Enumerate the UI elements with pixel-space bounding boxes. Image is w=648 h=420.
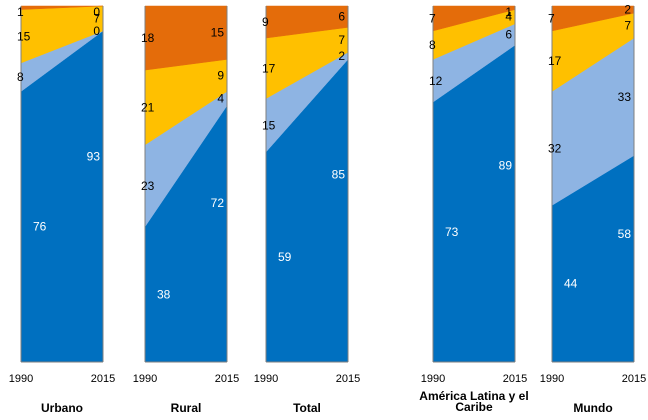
value-label: 8: [429, 38, 436, 52]
value-label: 9: [262, 15, 269, 29]
value-label: 7: [548, 11, 555, 25]
year-tick-label: 2015: [91, 373, 115, 385]
panel-title: Rural: [171, 401, 202, 415]
panel-title: América Latina y el Caribe: [419, 389, 528, 414]
value-label: 23: [141, 179, 155, 193]
value-label: 1: [505, 5, 512, 19]
panel-title: Total: [293, 401, 321, 415]
panel-title: Urbano: [41, 401, 83, 415]
panel-urbano: 76 93 8 0 15 7 1 0 1990 2015 Urbano: [9, 5, 115, 415]
year-tick-label: 2015: [622, 373, 646, 385]
value-label: 32: [548, 141, 562, 155]
value-label: 89: [499, 159, 513, 173]
value-label: 93: [87, 150, 101, 164]
value-label: 2: [624, 3, 631, 17]
value-label: 33: [618, 90, 632, 104]
value-label: 6: [505, 27, 512, 41]
value-label: 12: [429, 74, 443, 88]
value-label: 18: [141, 31, 155, 45]
value-label: 59: [278, 250, 292, 264]
value-label: 1: [17, 5, 24, 19]
value-label: 4: [217, 92, 224, 106]
value-label: 44: [564, 277, 578, 291]
year-tick-label: 1990: [133, 373, 157, 385]
value-label: 2: [338, 49, 345, 63]
value-label: 85: [332, 167, 346, 181]
value-label: 58: [618, 227, 632, 241]
panel-title: Mundo: [573, 401, 612, 415]
year-tick-label: 1990: [9, 373, 33, 385]
value-label: 17: [548, 54, 562, 68]
panel-mundo: 44 58 32 33 17 7 7 2 1990 2015 Mundo: [540, 3, 646, 415]
value-label: 9: [217, 68, 224, 82]
year-tick-label: 2015: [215, 373, 239, 385]
value-label: 4: [505, 10, 512, 24]
value-label: 7: [624, 19, 631, 33]
value-label: 7: [429, 11, 436, 25]
value-label: 15: [17, 29, 31, 43]
value-label: 38: [157, 287, 171, 301]
year-tick-label: 1990: [540, 373, 564, 385]
value-label: 0: [93, 24, 100, 38]
value-label: 72: [211, 196, 225, 210]
panel-america-latina-y-el-caribe: 73 89 12 6 8 4 7 1 1990 2015 América Latina y el Ca…: [419, 5, 528, 414]
value-label: 21: [141, 100, 155, 114]
value-label: 6: [338, 10, 345, 24]
value-label: 15: [211, 26, 225, 40]
year-tick-label: 2015: [503, 373, 527, 385]
value-label: 0: [93, 5, 100, 19]
value-label: 76: [33, 220, 47, 234]
panel-total: 59 85 15 2 17 7 9 6 1990 2015 Total: [254, 5, 360, 415]
panel-rural: 38 72 23 4 21 9 18 15 1990 2015 Rural: [133, 5, 239, 415]
value-label: 7: [338, 33, 345, 47]
year-tick-label: 1990: [421, 373, 445, 385]
value-label: 7: [93, 11, 100, 25]
value-label: 15: [262, 118, 276, 132]
year-tick-label: 1990: [254, 373, 278, 385]
year-tick-label: 2015: [336, 373, 360, 385]
value-label: 8: [17, 70, 24, 84]
value-label: 17: [262, 61, 276, 75]
value-label: 73: [445, 225, 459, 239]
